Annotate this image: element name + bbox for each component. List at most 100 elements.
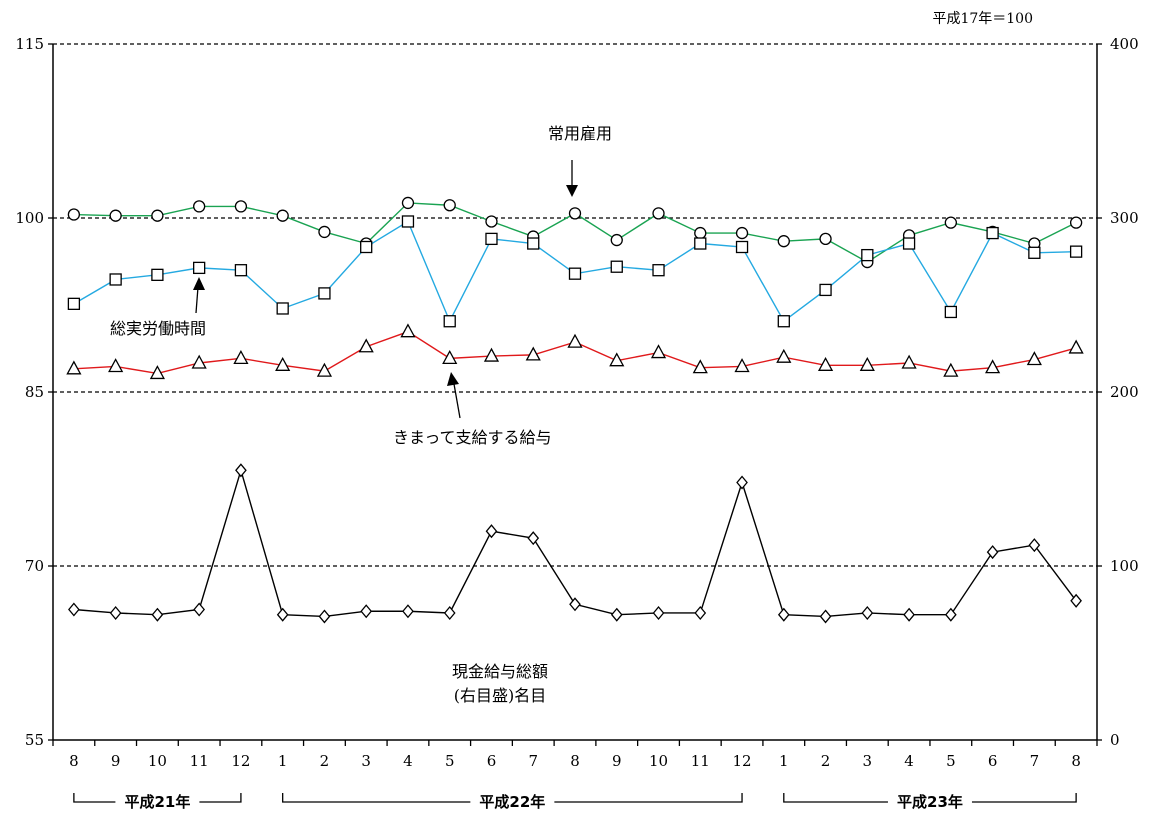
marker-triangle [1068, 339, 1084, 354]
marker-circle [944, 216, 957, 229]
year-bracket-1 [282, 793, 743, 803]
left-axis-ticks: 55 70 85 100 115 [15, 35, 53, 749]
marker-square [360, 240, 373, 254]
marker-triangle [108, 358, 124, 373]
marker-square [1069, 245, 1083, 258]
grid-lines [53, 43, 1097, 567]
marker-triangle [66, 360, 82, 375]
annotation-regular-wages: きまって支給する給与 [393, 428, 552, 447]
marker-circle [151, 209, 164, 222]
x-tick-label: 12 [231, 752, 250, 770]
marker-circle [1069, 216, 1083, 229]
marker-diamond [944, 607, 957, 622]
marker-triangle [358, 338, 374, 353]
marker-square [401, 215, 415, 228]
right-axis-ticks: 0 100 200 300 400 [1097, 35, 1139, 749]
marker-circle [318, 225, 331, 239]
marker-circle [443, 199, 456, 212]
x-tick-label: 5 [946, 752, 956, 770]
marker-diamond [276, 607, 289, 622]
annotation-employment: 常用雇用 [548, 124, 612, 143]
marker-circle [568, 207, 582, 220]
marker-triangle [233, 349, 249, 365]
marker-square [652, 264, 665, 277]
annotation-hours-arrowhead [193, 277, 205, 290]
marker-diamond [485, 524, 498, 539]
marker-square [1028, 246, 1041, 259]
marker-triangle [859, 356, 875, 371]
marker-square [986, 226, 999, 240]
x-tick-label: 8 [69, 752, 79, 770]
marker-circle [694, 226, 707, 240]
left-tick-label-70: 70 [25, 557, 44, 575]
left-tick-label-100: 100 [15, 209, 44, 227]
marker-triangle [817, 356, 834, 371]
marker-triangle [442, 349, 458, 365]
marker-circle [777, 235, 790, 248]
marker-diamond [652, 605, 665, 620]
marker-triangle [609, 352, 625, 367]
x-axis-ticks: 8 9 10 11 12 1 2 3 4 5 6 7 8 9 10 11 12 1 2 3 4 5 6 7 8 [52, 740, 1098, 770]
x-tick-label: 3 [863, 752, 873, 770]
marker-triangle [316, 362, 333, 377]
x-tick-label: 2 [821, 752, 831, 770]
series-1 [67, 215, 1083, 328]
annotation-regular-wages-arrowhead [447, 372, 459, 386]
marker-square [694, 237, 707, 250]
year-label-2: 平成23年 [897, 793, 963, 811]
marker-diamond [903, 607, 915, 622]
series-layer [66, 196, 1084, 624]
marker-square [902, 237, 916, 250]
right-tick-label-300: 300 [1110, 209, 1139, 227]
marker-triangle [650, 344, 667, 359]
x-tick-label: 9 [612, 752, 622, 770]
right-tick-label-100: 100 [1110, 557, 1139, 575]
marker-triangle [985, 359, 1001, 374]
x-tick-label: 1 [278, 752, 288, 770]
marker-diamond [610, 607, 623, 622]
marker-square [276, 302, 289, 315]
marker-circle [193, 200, 206, 213]
marker-diamond [151, 607, 164, 622]
marker-triangle [567, 333, 583, 348]
series-3 [68, 463, 1082, 624]
x-tick-label: 10 [148, 752, 167, 770]
marker-square [819, 283, 832, 297]
marker-diamond [736, 475, 748, 490]
marker-diamond [861, 605, 874, 620]
marker-square [109, 273, 122, 286]
x-tick-label: 11 [190, 752, 209, 770]
marker-square [443, 315, 456, 328]
left-tick-label-55: 55 [25, 731, 44, 749]
marker-triangle [525, 346, 541, 361]
year-bracket-2 [783, 793, 1077, 803]
x-tick-label: 2 [320, 752, 330, 770]
x-tick-label: 10 [649, 752, 668, 770]
x-tick-label: 9 [111, 752, 121, 770]
x-tick-label: 7 [528, 752, 538, 770]
x-tick-label: 8 [570, 752, 580, 770]
annotation-hours-arrow [195, 286, 199, 314]
marker-diamond [235, 463, 247, 478]
marker-triangle [191, 354, 207, 369]
annotation-right-scale-nominal: (右目盛)名目 [454, 686, 547, 705]
marker-triangle [776, 348, 792, 363]
marker-diamond [318, 609, 331, 624]
marker-diamond [777, 607, 790, 622]
annotation-employment-arrowhead [566, 185, 578, 197]
marker-diamond [443, 605, 456, 620]
right-tick-label-0: 0 [1110, 731, 1120, 749]
x-tick-label: 4 [403, 752, 413, 770]
x-tick-label: 12 [732, 752, 751, 770]
marker-diamond [68, 602, 80, 617]
marker-circle [485, 215, 498, 228]
marker-diamond [527, 531, 540, 546]
marker-square [67, 297, 81, 310]
marker-square [527, 237, 540, 250]
marker-circle [109, 209, 122, 222]
marker-square [735, 240, 749, 254]
marker-diamond [694, 605, 707, 620]
x-tick-label: 3 [361, 752, 371, 770]
marker-circle [610, 233, 623, 247]
annotation-hours: 総実労働時間 [110, 319, 206, 338]
